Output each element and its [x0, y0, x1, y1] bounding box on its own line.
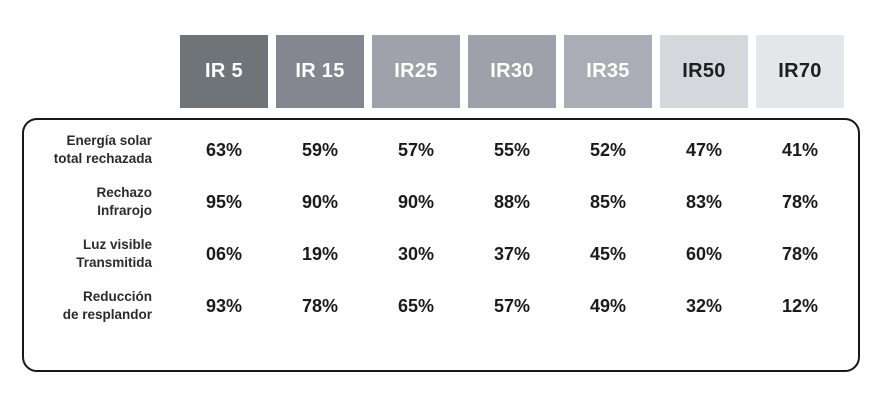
value-cell: 78% [781, 243, 819, 264]
value-cell: 65% [397, 295, 435, 316]
spec-row-luz-visible: Luz visible Transmitida 06% 19% 30% 37% … [24, 228, 858, 280]
column-header: IR30 [468, 35, 556, 108]
value-cell: 57% [397, 139, 435, 160]
value-cell: 60% [685, 243, 723, 264]
value-cell: 19% [301, 243, 339, 264]
column-header-label: IR 15 [295, 60, 345, 82]
value-cell: 90% [301, 191, 339, 212]
column-header-label: IR70 [778, 60, 822, 82]
value-cell: 57% [493, 295, 531, 316]
row-label-line2: total rechazada [53, 151, 152, 166]
value-cell: 95% [205, 191, 243, 212]
row-label-line1: Rechazo [96, 184, 152, 200]
value-cell: 78% [301, 295, 339, 316]
column-header: IR70 [756, 35, 844, 108]
column-header: IR35 [564, 35, 652, 108]
value-cell: 49% [589, 295, 627, 316]
row-label-line2: Transmitida [76, 255, 152, 270]
value-cell: 90% [397, 191, 435, 212]
column-header: IR 15 [276, 35, 364, 108]
column-header: IR25 [372, 35, 460, 108]
value-cell: 06% [205, 243, 243, 264]
value-cell: 52% [589, 139, 627, 160]
value-cell: 85% [589, 191, 627, 212]
spec-row-rechazo-infrarojo: Rechazo Infrarojo 95% 90% 90% 88% 85% 83… [24, 176, 858, 228]
column-header-label: IR 5 [205, 60, 243, 82]
row-label-line2: de resplandor [62, 307, 152, 322]
value-cell: 55% [493, 139, 531, 160]
row-label: Reducción de resplandor [24, 288, 176, 324]
row-label-line1: Luz visible [82, 236, 152, 252]
row-label: Rechazo Infrarojo [24, 184, 176, 220]
column-header-label: IR35 [586, 60, 630, 82]
value-cell: 78% [781, 191, 819, 212]
column-header-label: IR30 [490, 60, 534, 82]
row-label-line2: Infrarojo [97, 203, 152, 218]
value-cell: 45% [589, 243, 627, 264]
value-cell: 30% [397, 243, 435, 264]
row-label-line1: Energía solar [66, 132, 152, 148]
spec-row-reduccion-resplandor: Reducción de resplandor 93% 78% 65% 57% … [24, 280, 858, 332]
row-label: Energía solar total rechazada [24, 132, 176, 168]
value-cell: 32% [685, 295, 723, 316]
comparison-card: Energía solar total rechazada 63% 59% 57… [22, 118, 860, 372]
row-label: Luz visible Transmitida [24, 236, 176, 272]
value-cell: 59% [301, 139, 339, 160]
spec-row-energia-solar: Energía solar total rechazada 63% 59% 57… [24, 124, 858, 176]
value-cell: 88% [493, 191, 531, 212]
value-cell: 93% [205, 295, 243, 316]
value-cell: 47% [685, 139, 723, 160]
value-cell: 83% [685, 191, 723, 212]
column-header: IR 5 [180, 35, 268, 108]
value-cell: 41% [781, 139, 819, 160]
column-header-label: IR25 [394, 60, 438, 82]
column-header-label: IR50 [682, 60, 726, 82]
product-header-row: IR 5 IR 15 IR25 IR30 IR35 IR50 IR70 [180, 35, 844, 108]
row-label-line1: Reducción [82, 288, 152, 304]
value-cell: 63% [205, 139, 243, 160]
column-header: IR50 [660, 35, 748, 108]
value-cell: 12% [781, 295, 819, 316]
value-cell: 37% [493, 243, 531, 264]
